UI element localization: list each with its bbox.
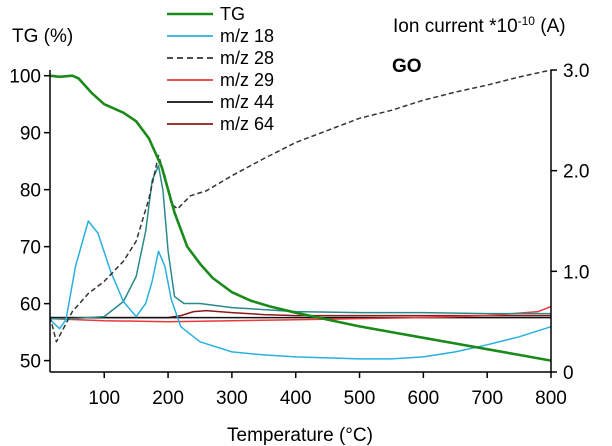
labels-layer: TG (%) Ion current *10-10 (A) GO Tempera… [12,14,566,446]
y-left-tick-label: 50 [20,352,41,373]
legend-label-m-z-29: m/z 29 [220,70,274,90]
x-tick-label: 800 [535,388,567,409]
legend-label-m-z-18: m/z 18 [220,26,274,46]
y-right-tick-label: 3.0 [563,61,589,82]
x-tick-label: 400 [280,388,312,409]
series-line-m-z-18 [49,220,552,360]
x-tick-label: 500 [344,388,376,409]
right-axis-label-main: Ion current *10 [393,16,518,37]
y-left-tick-label: 80 [20,181,41,202]
x-tick-label: 100 [88,388,120,409]
legend-label-tg: TG [220,4,245,24]
series-layer [49,69,552,362]
sample-annotation: GO [392,56,422,77]
axes-layer [49,70,552,373]
y-left-tick-label: 60 [20,295,41,316]
x-tick-label: 700 [471,388,503,409]
x-tick-label: 300 [216,388,248,409]
y-left-tick-label: 100 [9,67,41,88]
y-left-tick-label: 90 [20,124,41,145]
right-axis-label-exponent: -10 [518,14,536,28]
legend-label-m-z-28: m/z 28 [220,48,274,68]
right-axis-label: Ion current *10-10 (A) [393,14,566,37]
series-line-tg [49,74,552,362]
x-axis-label: Temperature (°C) [227,425,373,446]
y-right-tick-label: 1.0 [563,262,589,283]
x-tick-label: 600 [408,388,440,409]
series-line-m-z-44-curve [50,164,551,320]
x-tick-label: 200 [152,388,184,409]
legend: TGm/z 18m/z 28m/z 29m/z 44m/z 64 [167,4,274,134]
y-right-tick-label: 2.0 [563,162,589,183]
left-axis-label: TG (%) [12,26,73,47]
legend-label-m-z-64: m/z 64 [220,114,274,134]
y-right-tick-label: 0 [563,363,574,384]
series-line-m-z-28 [49,69,552,343]
right-axis-label-unit: (A) [535,16,566,37]
y-left-tick-label: 70 [20,238,41,259]
legend-label-m-z-44: m/z 44 [220,92,274,112]
ticks-layer: 100 200 300 400 500 600 700 800 50 60 70 80 90 100 0 1.… [9,61,589,409]
